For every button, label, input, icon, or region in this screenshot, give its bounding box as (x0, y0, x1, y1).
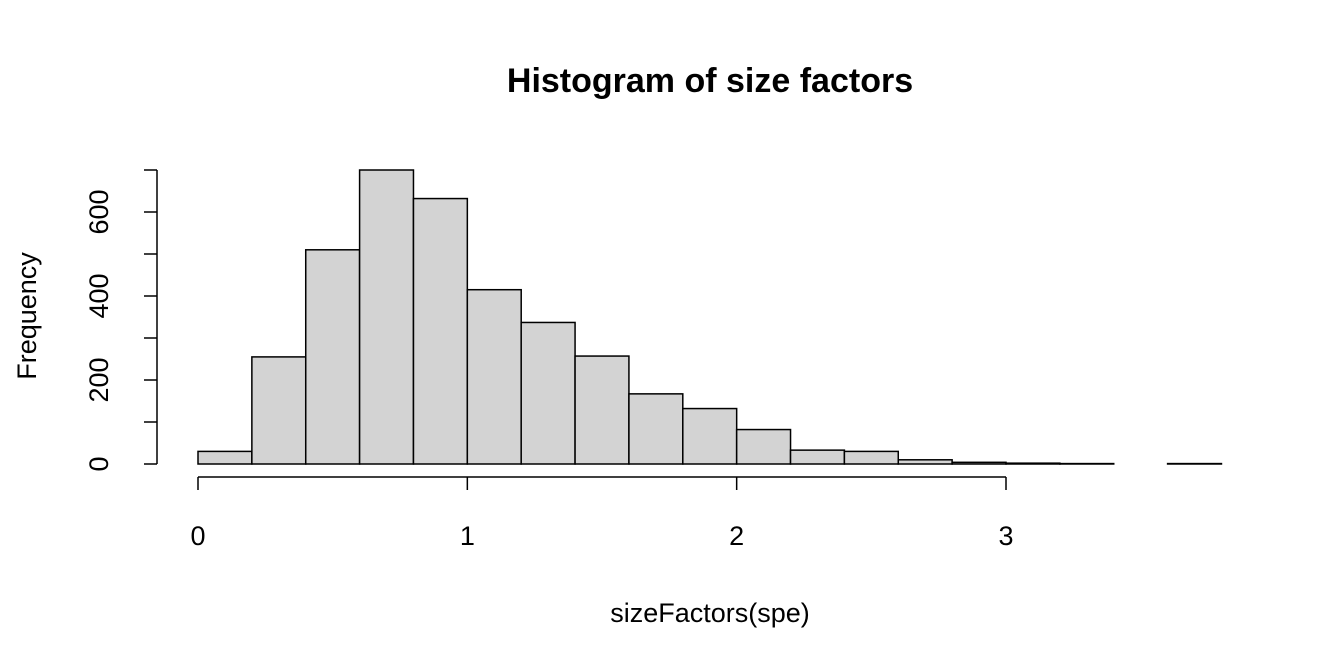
histogram-bar-12 (843, 450, 900, 465)
bars-group (197, 169, 1223, 465)
histogram-bar-3 (358, 169, 415, 465)
y-axis-label: Frequency (12, 252, 42, 380)
histogram-bar-4 (412, 197, 469, 465)
histogram-bar-0 (197, 450, 253, 465)
x-tick-label: 0 (190, 521, 205, 551)
histogram-bar-11 (789, 449, 846, 465)
y-tick-label: 400 (84, 273, 114, 318)
histogram-bar-1 (251, 356, 307, 465)
histogram-bar-13 (897, 459, 953, 465)
chart-title: Histogram of size factors (507, 62, 913, 100)
y-tick-label: 600 (84, 189, 114, 234)
x-tick-label: 1 (460, 521, 475, 551)
histogram-bar-14 (951, 461, 1007, 465)
histogram-bar-9 (682, 407, 738, 465)
x-axis: 0 1 2 3 (190, 476, 1014, 551)
histogram-bar-10 (735, 428, 792, 465)
y-axis: 0 200 400 600 (84, 169, 158, 472)
x-tick-label: 2 (729, 521, 744, 551)
histogram-bar-7 (574, 355, 630, 465)
y-tick-label: 200 (84, 357, 114, 402)
histogram-bar-2 (304, 249, 361, 465)
y-tick-label: 0 (84, 456, 114, 471)
x-tick-label: 3 (998, 521, 1013, 551)
x-axis-label: sizeFactors(spe) (610, 598, 810, 628)
histogram-bar-15 (1005, 462, 1061, 465)
histogram-bar-8 (628, 393, 684, 465)
histogram-bar-5 (466, 288, 522, 465)
histogram-bar-6 (520, 321, 576, 465)
